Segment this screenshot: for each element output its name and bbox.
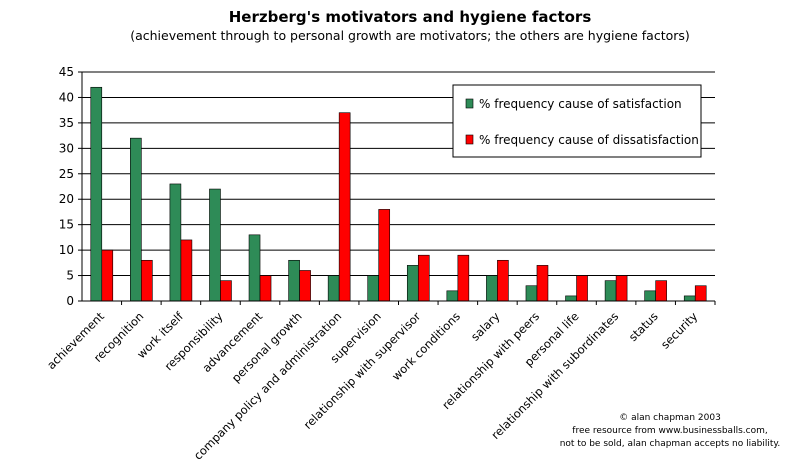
bar-satisfaction — [565, 295, 577, 302]
bar-satisfaction — [683, 295, 696, 302]
bar-dissatisfaction — [497, 259, 509, 302]
bar-satisfaction — [90, 86, 103, 302]
bar-dissatisfaction — [220, 280, 232, 302]
category-label: salary — [468, 309, 503, 344]
credit-line-2: free resource from www.businessballs.com… — [572, 426, 767, 436]
bar-dissatisfaction — [694, 285, 707, 302]
category-label: personal growth — [229, 309, 305, 385]
y-tick-label: 0 — [66, 294, 74, 308]
y-tick-label: 10 — [59, 243, 74, 257]
bar-dissatisfaction — [655, 280, 667, 302]
bar-dissatisfaction — [615, 275, 628, 302]
bar-dissatisfaction — [299, 270, 311, 302]
y-tick-label: 40 — [59, 90, 74, 104]
y-tick-labels: 0 5 10 15 20 25 30 35 40 45 — [59, 65, 74, 308]
credits: © alan chapman 2003 free resource from w… — [560, 413, 781, 449]
bar-dissatisfaction — [378, 209, 391, 302]
bar-satisfaction — [446, 290, 459, 302]
bar-dissatisfaction — [457, 254, 470, 302]
bar-satisfaction — [525, 285, 538, 302]
bar-satisfaction — [367, 275, 380, 302]
bar-satisfaction — [130, 137, 142, 302]
legend-swatch-dissatisfaction — [465, 134, 474, 145]
bar-satisfaction — [406, 265, 419, 302]
bar-dissatisfaction — [259, 275, 272, 302]
category-label: security — [658, 309, 701, 352]
y-tick-label: 45 — [59, 65, 74, 79]
axes — [78, 71, 716, 305]
bar-satisfaction — [604, 280, 617, 302]
bar-dissatisfaction — [576, 275, 588, 302]
legend-swatch-satisfaction — [465, 98, 474, 109]
bar-dissatisfaction — [141, 259, 153, 302]
legend-label-satisfaction: % frequency cause of satisfaction — [479, 97, 682, 111]
legend-label-dissatisfaction: % frequency cause of dissatisfaction — [479, 133, 699, 147]
bar-satisfaction — [644, 290, 656, 302]
legend: % frequency cause of satisfaction % freq… — [452, 84, 702, 158]
category-label: work conditions — [389, 309, 463, 383]
y-tick-label: 15 — [59, 218, 74, 232]
chart-subtitle: (achievement through to personal growth … — [130, 28, 690, 43]
category-label: company policy and administration — [191, 309, 344, 462]
chart-title: Herzberg's motivators and hygiene factor… — [229, 8, 592, 26]
bar-satisfaction — [209, 188, 221, 302]
legend-box — [452, 84, 702, 158]
bar-dissatisfaction — [338, 112, 351, 302]
bar-dissatisfaction — [180, 239, 193, 302]
y-tick-label: 20 — [59, 192, 74, 206]
category-label: status — [626, 309, 661, 344]
y-tick-label: 5 — [66, 269, 74, 283]
y-tick-label: 25 — [59, 167, 74, 181]
bar-dissatisfaction — [101, 249, 114, 302]
bar-dissatisfaction — [417, 254, 430, 302]
bar-satisfaction — [288, 259, 300, 302]
y-tick-label: 35 — [59, 116, 74, 130]
bar-satisfaction — [486, 275, 498, 302]
bar-dissatisfaction — [536, 265, 549, 302]
bar-satisfaction — [327, 275, 340, 302]
bar-satisfaction — [248, 234, 261, 302]
credit-line-3: not to be sold, alan chapman accepts no … — [560, 439, 781, 449]
bar-satisfaction — [169, 183, 182, 302]
y-tick-label: 30 — [59, 141, 74, 155]
credit-line-1: © alan chapman 2003 — [619, 413, 721, 423]
